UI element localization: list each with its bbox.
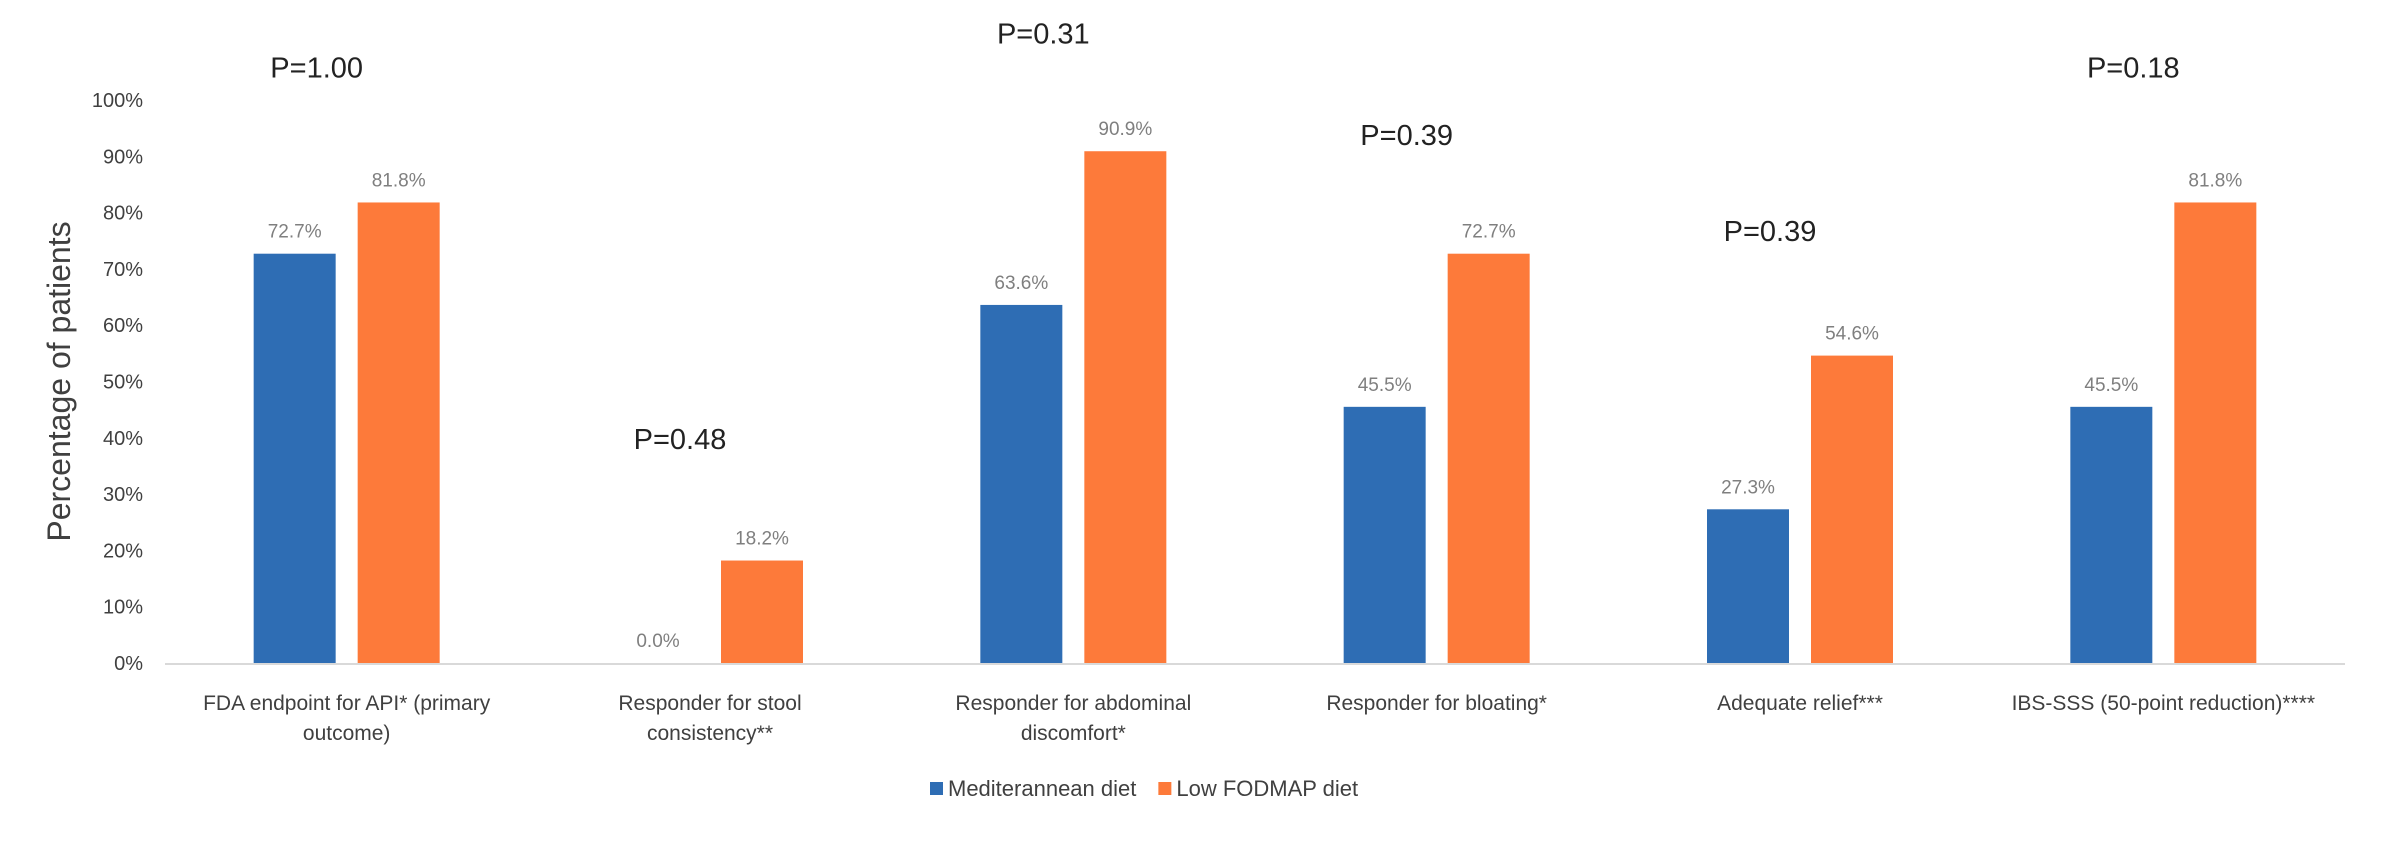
data-label: 45.5% xyxy=(1358,375,1412,396)
y-tick-label: 0% xyxy=(114,653,143,675)
x-tick-label: discomfort* xyxy=(1021,722,1126,745)
y-tick-label: 30% xyxy=(103,484,143,506)
y-tick-label: 80% xyxy=(103,203,143,225)
bar-mediterranean xyxy=(1343,406,1426,663)
x-tick-label: FDA endpoint for API* (primary xyxy=(203,692,491,715)
data-label: 54.6% xyxy=(1825,324,1879,345)
legend-swatch xyxy=(1158,782,1172,795)
x-tick-label: consistency** xyxy=(647,722,773,745)
bar-mediterranean xyxy=(253,253,336,663)
data-label: 81.8% xyxy=(372,170,426,191)
y-tick-label: 20% xyxy=(103,540,143,562)
data-label: 90.9% xyxy=(1098,119,1152,140)
bar-low-fodmap xyxy=(1084,151,1167,663)
x-tick-label: Adequate relief*** xyxy=(1717,692,1883,715)
x-tick-label: Responder for abdominal xyxy=(955,692,1191,715)
bar-low-fodmap xyxy=(1447,253,1530,663)
p-value-annotation: P=1.00 xyxy=(270,52,363,84)
y-axis-title: Percentage of patients xyxy=(41,221,77,541)
data-label: 72.7% xyxy=(268,222,322,243)
bar-low-fodmap xyxy=(2174,202,2257,663)
y-tick-label: 60% xyxy=(103,315,143,337)
y-tick-label: 40% xyxy=(103,428,143,450)
data-label: 63.6% xyxy=(994,273,1048,294)
legend-label: Low FODMAP diet xyxy=(1176,776,1358,801)
bar-low-fodmap xyxy=(721,560,803,663)
bar-low-fodmap xyxy=(1811,355,1893,663)
data-label: 81.8% xyxy=(2188,170,2242,191)
x-tick-label: Responder for stool xyxy=(618,692,801,715)
y-tick-label: 90% xyxy=(103,146,143,168)
legend-label: Mediterannean diet xyxy=(948,776,1136,801)
data-label: 45.5% xyxy=(2084,375,2138,396)
bar-low-fodmap xyxy=(357,202,440,663)
bar-mediterranean xyxy=(2070,406,2153,663)
bar-mediterranean xyxy=(980,304,1063,663)
bar-mediterranean xyxy=(1707,509,1789,663)
data-label: 18.2% xyxy=(735,529,789,550)
x-tick-label: outcome) xyxy=(303,722,391,745)
p-value-annotation: P=0.39 xyxy=(1724,216,1817,248)
legend-swatch xyxy=(930,782,943,795)
x-tick-label: Responder for bloating* xyxy=(1326,692,1547,715)
y-tick-label: 50% xyxy=(103,372,143,394)
p-value-annotation: P=0.18 xyxy=(2087,52,2180,84)
data-label: 72.7% xyxy=(1462,222,1516,243)
y-tick-label: 10% xyxy=(103,597,143,619)
y-tick-label: 100% xyxy=(92,90,143,112)
p-value-annotation: P=0.31 xyxy=(997,19,1090,51)
p-value-annotation: P=0.48 xyxy=(634,424,727,456)
p-value-annotation: P=0.39 xyxy=(1360,120,1453,152)
data-label: 27.3% xyxy=(1721,477,1775,498)
x-tick-label: IBS-SSS (50-point reduction)**** xyxy=(2012,692,2316,715)
y-tick-label: 70% xyxy=(103,259,143,281)
data-label: 0.0% xyxy=(636,631,679,652)
